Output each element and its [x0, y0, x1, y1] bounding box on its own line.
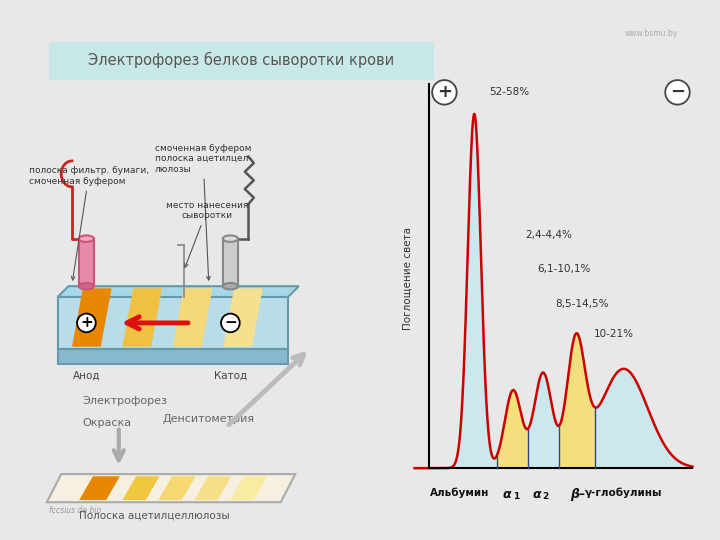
Polygon shape [122, 288, 162, 347]
Polygon shape [194, 476, 232, 500]
Polygon shape [79, 476, 120, 500]
Text: −: − [224, 315, 237, 330]
Polygon shape [58, 297, 288, 349]
Text: Электрофорез: Электрофорез [83, 396, 168, 407]
Text: β–: β– [570, 488, 585, 501]
Text: 6,1-10,1%: 6,1-10,1% [537, 265, 590, 274]
Polygon shape [223, 288, 263, 347]
Ellipse shape [223, 235, 238, 242]
Polygon shape [72, 288, 112, 347]
Ellipse shape [79, 283, 94, 289]
Bar [223, 239, 238, 286]
Polygon shape [58, 286, 299, 297]
Polygon shape [158, 476, 196, 500]
Ellipse shape [223, 283, 238, 289]
Text: Альбумин: Альбумин [430, 488, 489, 498]
Text: α: α [533, 488, 541, 501]
Text: Окраска: Окраска [83, 418, 132, 428]
Text: fccsius de bio: fccsius de bio [49, 505, 101, 515]
Text: 2,4-4,4%: 2,4-4,4% [525, 230, 572, 240]
Text: +: + [80, 315, 93, 330]
Text: Денситометрия: Денситометрия [163, 414, 255, 424]
Ellipse shape [79, 235, 94, 242]
Text: 10-21%: 10-21% [594, 329, 634, 339]
Text: 8,5-14,5%: 8,5-14,5% [555, 299, 608, 309]
Text: Электрофорез белков сыворотки крови: Электрофорез белков сыворотки крови [89, 52, 395, 69]
Text: Катод: Катод [214, 370, 247, 381]
FancyBboxPatch shape [49, 42, 434, 80]
Text: γ-глобулины: γ-глобулины [585, 488, 662, 498]
Text: место нанесения
сыворотки: место нанесения сыворотки [166, 201, 248, 267]
Text: +: + [437, 83, 452, 102]
Text: полоска фильтр. бумаги,
смоченная буфером: полоска фильтр. бумаги, смоченная буферо… [29, 166, 149, 280]
Polygon shape [173, 288, 212, 347]
Polygon shape [122, 476, 160, 500]
Text: 1: 1 [513, 492, 519, 501]
Text: 2: 2 [542, 492, 549, 501]
Polygon shape [47, 474, 295, 502]
Text: α: α [503, 488, 511, 501]
Text: Поглощение света: Поглощение света [402, 227, 412, 329]
Polygon shape [58, 349, 288, 364]
Text: смоченная буфером
полоска ацетилцел-
люлозы: смоченная буфером полоска ацетилцел- люл… [155, 144, 251, 280]
Text: www.bsmu.by: www.bsmu.by [625, 29, 678, 38]
Text: 52-58%: 52-58% [490, 87, 529, 97]
Text: −: − [670, 83, 685, 102]
Text: Полоска ацетилцеллюлозы: Полоска ацетилцеллюлозы [79, 511, 230, 521]
Polygon shape [230, 476, 268, 500]
Bar [79, 239, 94, 286]
Text: Анод: Анод [73, 370, 100, 381]
